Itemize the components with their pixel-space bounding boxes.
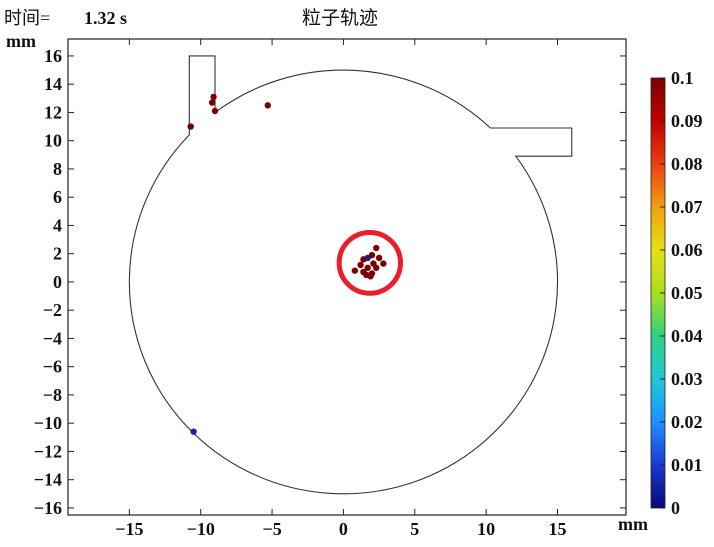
x-tick-label: 5	[410, 519, 419, 539]
particle-point	[187, 123, 194, 130]
particle-point	[210, 93, 217, 101]
y-tick-label: 12	[44, 102, 62, 122]
y-tick-label: −6	[43, 357, 62, 377]
x-tick-label: 0	[339, 519, 348, 539]
particle-point	[368, 251, 376, 259]
target-ring	[336, 230, 404, 296]
particle-point	[190, 428, 197, 435]
colorbar-tick-label: 0.05	[671, 283, 703, 303]
y-tick-label: 14	[44, 74, 62, 94]
y-tick-label: −16	[34, 498, 62, 518]
particle-point	[364, 264, 371, 272]
x-tick-label: −5	[262, 519, 281, 539]
chamber-geometry	[128, 55, 573, 495]
particle-point	[357, 261, 364, 269]
particle-point	[375, 254, 383, 262]
y-tick-label: 6	[53, 187, 62, 207]
y-tick-label: −4	[43, 328, 62, 348]
x-axis-unit: mm	[618, 514, 648, 534]
colorbar-tick-label: 0.06	[671, 240, 703, 260]
x-tick-label: 15	[548, 519, 566, 539]
colorbar-tick-label: 0.04	[671, 326, 703, 346]
particle-point	[380, 260, 387, 267]
particle-point	[208, 99, 216, 106]
particle-point	[373, 244, 380, 252]
target-ring-group	[336, 230, 404, 296]
y-axis-unit: mm	[6, 31, 36, 51]
time-label: 时间=	[4, 8, 50, 28]
y-tick-label: 4	[53, 215, 62, 235]
y-tick-label: 0	[53, 272, 62, 292]
particle-point	[363, 271, 370, 279]
particle-point	[351, 267, 359, 274]
axis-ticks: −15 −10 −5 0 5 10 15 16 14 12 10 8 6 4 2 0 −2 −4 −6 −8 −10 −1…	[34, 39, 626, 539]
y-tick-label: −2	[43, 300, 62, 320]
y-tick-label: −8	[43, 385, 62, 405]
x-tick-label: −10	[187, 519, 215, 539]
particle-point	[211, 107, 219, 115]
colorbar-tick-label: 0.03	[671, 369, 703, 389]
y-tick-label: −14	[34, 470, 62, 490]
chamber-outline	[128, 55, 573, 495]
chart-title: 粒子轨迹	[302, 7, 378, 29]
x-tick-label: −15	[115, 519, 143, 539]
colorbar-tick-label: 0.01	[671, 455, 703, 475]
plot-frame	[67, 38, 627, 516]
colorbar-ticks: 0.1 0.09 0.08 0.07 0.06 0.05 0.04 0.03 0.02 0.01 0	[660, 68, 703, 518]
particle-point	[360, 256, 367, 263]
y-tick-label: 8	[53, 159, 62, 179]
x-tick-label: 10	[477, 519, 495, 539]
y-tick-label: 2	[53, 244, 62, 264]
colorbar-tick-label: 0	[671, 498, 680, 518]
colorbar-tick-label: 0.08	[671, 154, 703, 174]
particles-group	[187, 93, 387, 435]
particle-point	[264, 102, 271, 109]
y-tick-label: −10	[34, 413, 62, 433]
y-tick-label: 16	[44, 46, 62, 66]
colorbar-tick-label: 0.02	[671, 412, 703, 432]
particle-point	[373, 264, 380, 272]
y-tick-label: 10	[44, 131, 62, 151]
colorbar-tick-label: 0.1	[671, 68, 694, 88]
time-value: 1.32 s	[84, 8, 127, 28]
colorbar-tick-label: 0.09	[671, 111, 703, 131]
y-tick-label: −12	[34, 441, 62, 461]
colorbar-tick-label: 0.07	[671, 197, 703, 217]
